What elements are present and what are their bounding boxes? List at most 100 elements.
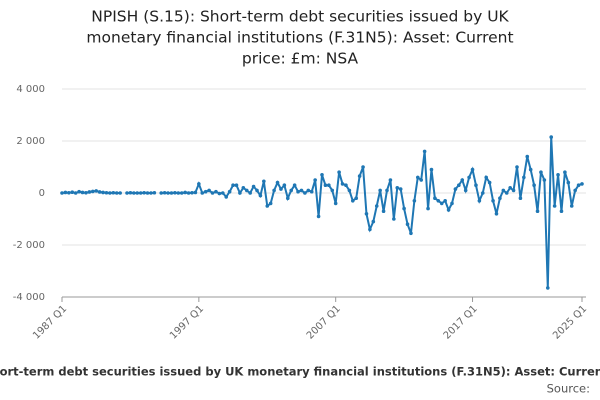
point [467,175,471,180]
point [77,189,81,194]
x-tick-label: 2017 Q1 [442,303,480,341]
point [491,199,495,203]
point [87,190,92,194]
point [268,201,273,206]
point [275,180,280,185]
point [94,189,99,193]
point [392,217,396,221]
point [364,212,369,216]
point [104,190,109,195]
point [241,186,246,190]
title: NPISH (S.15): Short-term debt securities… [86,8,513,68]
point [231,183,235,187]
point [313,178,317,182]
point [183,190,187,195]
point [559,209,564,213]
point [381,209,386,213]
point [224,195,229,199]
point [285,196,290,200]
point [395,186,400,190]
point [426,206,430,211]
point [330,188,335,193]
point [504,191,509,195]
point [477,199,482,203]
point [149,191,153,195]
series-line [61,137,583,288]
point [422,149,427,154]
point [132,191,136,195]
point [142,190,146,195]
y-tick-label: -4 000 [13,292,45,303]
point [371,219,376,224]
point [518,196,523,200]
point [580,182,584,186]
point [573,188,577,193]
point [549,135,554,139]
point [398,187,403,191]
point [576,183,581,187]
point [525,154,530,159]
point [145,191,150,195]
point [248,191,252,195]
point [200,191,205,195]
point [101,190,105,195]
point [419,178,424,182]
point [90,189,95,194]
point [498,196,502,200]
point [296,189,300,194]
point [350,199,355,203]
point [528,167,533,172]
point [292,183,297,187]
point [159,191,164,195]
x-tick-label: 1997 Q1 [168,303,206,341]
point [97,190,102,194]
point [176,191,181,195]
point [316,214,321,219]
y-tick-label: 0 [39,188,45,199]
point [501,188,506,193]
point [450,201,454,206]
point [272,188,276,193]
point [460,178,465,182]
point [220,191,225,195]
point [436,199,441,203]
point [446,208,451,212]
point [552,204,557,208]
point [320,173,324,177]
point [522,175,526,180]
point [111,190,116,195]
point [409,231,413,236]
point [114,191,119,195]
point [203,189,208,194]
point [344,183,348,187]
point [234,183,239,187]
point [484,175,489,180]
point [309,189,314,194]
point [556,173,560,177]
point [508,186,512,190]
point [463,188,468,193]
point [378,188,382,193]
x-tick-label: 2025 Q1 [551,303,589,341]
point [289,188,294,193]
point [535,209,540,213]
point [539,170,543,174]
point [487,180,492,185]
point [374,204,379,208]
point [415,175,420,180]
point [210,191,215,195]
point [70,190,75,195]
point [125,191,129,195]
point [412,199,417,203]
point [480,191,485,195]
title-line: monetary financial institutions (F.31N5)… [86,29,513,47]
point [193,190,198,195]
point [186,191,191,195]
point [166,191,170,195]
point [227,189,232,194]
point [244,188,249,193]
point [402,206,406,211]
point [569,204,574,208]
point [542,178,547,182]
